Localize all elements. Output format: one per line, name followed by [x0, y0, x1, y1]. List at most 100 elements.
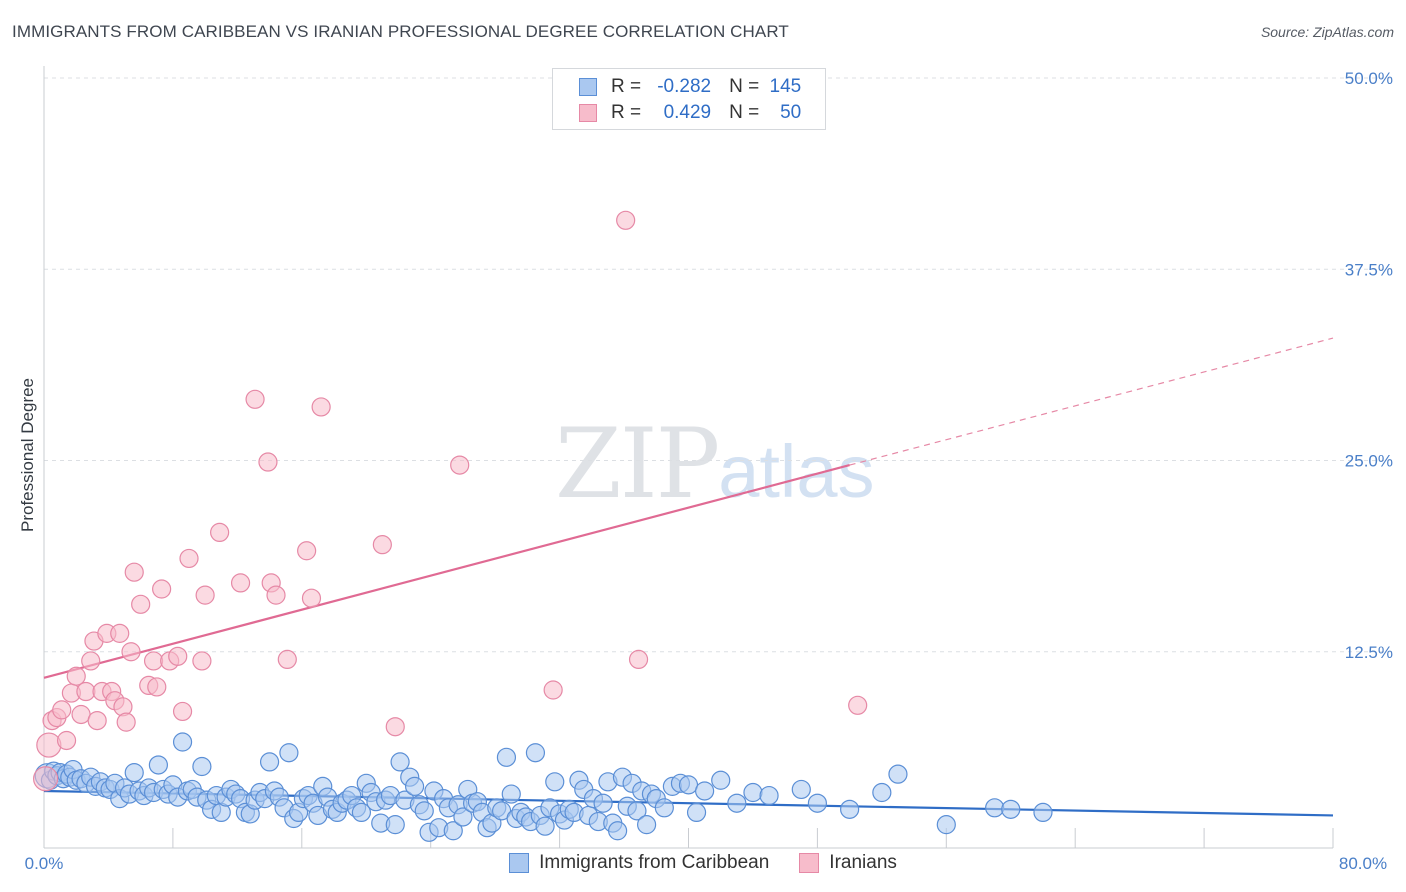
- caribbean-point: [535, 816, 555, 836]
- iranians-point: [81, 651, 101, 671]
- caribbean-point: [627, 801, 647, 821]
- iranians-point: [121, 642, 141, 662]
- caribbean-point: [608, 821, 628, 841]
- iranians-trend-extension: [849, 337, 1334, 466]
- iranians-point: [297, 541, 317, 561]
- caribbean-point: [501, 784, 521, 804]
- iranians-point: [33, 766, 59, 792]
- legend-n-label: N =: [729, 76, 760, 97]
- legend-r-value: 0.429: [663, 102, 712, 123]
- iranians-point: [277, 649, 297, 670]
- iranians-point: [372, 535, 392, 555]
- caribbean-point: [414, 801, 434, 821]
- iranians-point: [245, 389, 265, 409]
- caribbean-point: [351, 802, 372, 823]
- caribbean-point: [124, 763, 144, 783]
- iranians-point: [143, 651, 164, 671]
- iranians-point: [450, 455, 470, 475]
- legend-r-value: -0.282: [657, 76, 712, 97]
- data-points: [33, 210, 1053, 842]
- y-tick-label: 50.0%: [1345, 69, 1393, 88]
- x-tick-label: 80.0%: [1339, 854, 1387, 873]
- caribbean-point: [807, 793, 828, 813]
- caribbean-point: [743, 782, 763, 803]
- iranians-point: [87, 710, 107, 731]
- caribbean-point: [443, 821, 463, 841]
- legend-swatch-caribbean: [579, 78, 597, 96]
- caribbean-point: [727, 793, 747, 813]
- caribbean-point: [840, 799, 860, 819]
- tick-labels: 12.5% 25.0% 37.5% 50.0% 0.0% 80.0%: [25, 69, 1393, 873]
- caribbean-point: [695, 781, 715, 801]
- caribbean-point: [496, 747, 517, 767]
- caribbean-point: [390, 752, 410, 772]
- iranians-point: [848, 695, 868, 715]
- x-tick-label: 0.0%: [25, 854, 64, 873]
- iranians-point: [311, 397, 331, 417]
- iranians-point: [66, 666, 86, 686]
- chart-title: IMMIGRANTS FROM CARIBBEAN VS IRANIAN PRO…: [12, 22, 789, 41]
- caribbean-point: [678, 775, 699, 795]
- iranians-point: [56, 730, 77, 751]
- legend-swatch-iranians: [579, 104, 597, 122]
- legend-n-label: N =: [729, 102, 760, 123]
- iranians-point: [258, 452, 278, 472]
- series-swatch-caribbean: [509, 853, 530, 873]
- legend-row-caribbean: R = -0.282 N = 145: [579, 75, 801, 99]
- gridlines: [44, 77, 1392, 653]
- caribbean-point: [192, 756, 212, 777]
- iranians-point: [192, 651, 212, 671]
- series-label-caribbean: Immigrants from Caribbean: [539, 852, 770, 873]
- iranians-point: [131, 594, 151, 614]
- watermark-zip: ZIP: [555, 408, 720, 520]
- legend-n-value: 145: [769, 76, 802, 97]
- correlation-legend: R = -0.282 N = 145 R = 0.429 N = 50: [552, 68, 826, 130]
- caribbean-point: [404, 776, 425, 796]
- caribbean-point: [936, 815, 956, 835]
- y-tick-label: 12.5%: [1345, 643, 1393, 662]
- legend-row-iranians: R = 0.429 N = 50: [579, 101, 801, 125]
- iranians-point: [172, 701, 193, 722]
- caribbean-point: [172, 732, 193, 752]
- iranians-point: [168, 646, 188, 666]
- caribbean-point: [385, 815, 405, 835]
- legend-r-label: R =: [611, 76, 642, 97]
- iranians-point: [628, 649, 649, 670]
- caribbean-point: [791, 779, 811, 800]
- caribbean-point: [888, 764, 908, 784]
- legend-n-value: 50: [780, 102, 802, 123]
- iranians-point: [152, 579, 172, 599]
- caribbean-point: [525, 743, 546, 763]
- caribbean-point: [759, 785, 779, 806]
- y-tick-label: 25.0%: [1345, 452, 1393, 471]
- iranians-point: [36, 732, 62, 758]
- iranians-point: [230, 573, 251, 593]
- iranians-point: [179, 548, 199, 569]
- caribbean-point: [279, 743, 299, 763]
- caribbean-point: [453, 807, 473, 827]
- watermark-atlas: atlas: [718, 430, 875, 513]
- caribbean-point: [1033, 802, 1053, 823]
- series-label-iranians: Iranians: [829, 852, 897, 873]
- series-swatch-iranians: [799, 853, 820, 873]
- iranians-trend-line: [43, 464, 850, 679]
- caribbean-point: [259, 752, 280, 772]
- iranians-point: [52, 700, 72, 720]
- iranians-point: [301, 588, 322, 608]
- caribbean-point: [545, 772, 565, 792]
- caribbean-point: [985, 798, 1005, 818]
- y-tick-label: 37.5%: [1345, 260, 1393, 279]
- iranians-point: [124, 562, 144, 582]
- caribbean-point: [148, 755, 168, 775]
- iranians-point: [616, 210, 636, 230]
- iranians-point: [543, 680, 563, 700]
- series-legend-iranians: Iranians: [799, 852, 897, 874]
- watermark: ZIPatlas: [555, 408, 875, 520]
- caribbean-point: [872, 782, 892, 803]
- series-legend-caribbean: Immigrants from Caribbean: [509, 852, 769, 874]
- series-legend: Immigrants from Caribbean Iranians: [0, 852, 1406, 874]
- iranians-point: [385, 717, 405, 737]
- legend-r-label: R =: [611, 102, 642, 123]
- axes: [43, 66, 1334, 849]
